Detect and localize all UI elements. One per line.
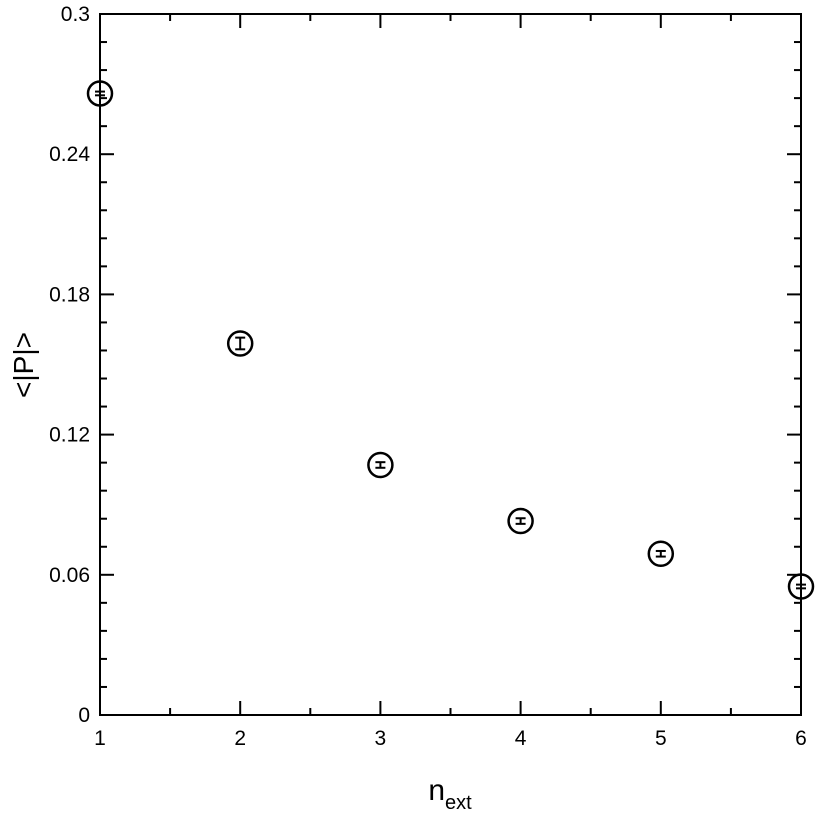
x-tick-label: 5 (655, 727, 667, 750)
data-points (86, 80, 815, 600)
data-point-marker (367, 451, 394, 479)
data-point (787, 573, 815, 600)
data-point-marker (226, 330, 254, 357)
plot-frame (99, 13, 802, 716)
y-axis-title: <|P|> (8, 332, 39, 398)
y-tick-label: 0.24 (49, 143, 90, 166)
x-axis-title-subscript: ext (445, 792, 472, 814)
x-axis-title-main: n (428, 774, 445, 807)
data-point (226, 330, 254, 357)
y-tick-label: 0.18 (49, 283, 90, 306)
y-tick-label: 0.3 (61, 3, 90, 26)
y-tick-label: 0.06 (49, 564, 90, 587)
data-point-marker (86, 80, 114, 107)
x-tick-label: 4 (515, 727, 527, 750)
y-tick-label: 0 (78, 704, 90, 727)
y-tick-label: 0.12 (49, 424, 90, 447)
x-tick-label: 6 (795, 727, 807, 750)
data-point (86, 80, 114, 107)
axis-tick-labels: 1 2 3 4 5 6 0 0.06 0.12 0.18 0.24 0.3 (49, 3, 807, 750)
data-point-marker (787, 573, 815, 600)
x-tick-label: 3 (375, 727, 387, 750)
data-point-marker (507, 507, 534, 535)
x-tick-label: 1 (94, 727, 106, 750)
data-point-marker (647, 540, 675, 568)
data-point (647, 540, 675, 568)
axis-ticks (99, 13, 802, 716)
x-tick-label: 2 (234, 727, 246, 750)
data-point (367, 451, 394, 479)
x-axis-title: next (428, 774, 472, 814)
data-point (507, 507, 534, 535)
